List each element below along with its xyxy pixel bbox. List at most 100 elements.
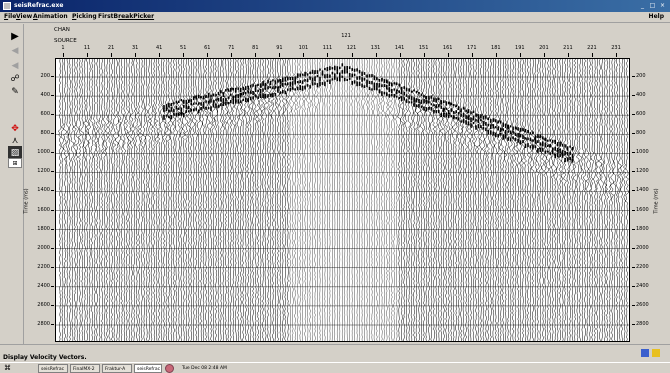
- chan-tick-label: 41: [155, 45, 163, 51]
- chan-tick-mark: [471, 53, 473, 57]
- time-tick-mark-right: [632, 190, 635, 192]
- time-tick-label-right: 200: [636, 73, 646, 79]
- chan-tick-mark: [519, 53, 521, 57]
- close-button[interactable]: ×: [659, 2, 666, 9]
- time-tick-label-right: 1000: [636, 149, 649, 156]
- step-back-icon[interactable]: ◀: [11, 46, 19, 56]
- chan-tick-mark: [423, 53, 425, 57]
- taskbar: ⌘ seisRefrac FinalMX-2 Fraktur-A seisRef…: [0, 362, 670, 373]
- chan-tick-mark: [135, 53, 137, 57]
- variable-density-icon[interactable]: ▨: [8, 146, 22, 160]
- time-tick-mark-right: [632, 95, 635, 97]
- source-value: 121: [341, 33, 351, 39]
- time-tick-mark-right: [632, 324, 635, 325]
- menu-view[interactable]: View: [16, 13, 33, 20]
- time-tick-mark-left: [51, 152, 54, 154]
- chan-tick-label: 201: [539, 45, 549, 51]
- menu-help[interactable]: Help: [648, 13, 664, 20]
- trace-edit-icon[interactable]: ✎: [11, 87, 19, 97]
- chan-tick-mark: [495, 53, 497, 57]
- pick-line-icon[interactable]: ⋏: [11, 136, 19, 146]
- time-tick-label-left: 2000: [37, 244, 50, 251]
- chan-tick-mark: [375, 53, 377, 57]
- time-tick-label-right: 2400: [636, 282, 649, 289]
- time-tick-label-right: 1400: [636, 187, 649, 194]
- task-seisrefrac-1[interactable]: seisRefrac: [38, 364, 68, 373]
- star-icon[interactable]: [652, 349, 660, 357]
- time-tick-mark-left: [51, 209, 54, 211]
- chan-tick-label: 61: [204, 45, 211, 51]
- status-bar: Display Velocity Vectors.: [0, 344, 670, 362]
- menu-picking[interactable]: Picking: [72, 13, 97, 20]
- play-forward-icon[interactable]: ▶: [11, 30, 19, 42]
- chan-tick-label: 141: [394, 45, 405, 51]
- task-finalmx[interactable]: FinalMX-2: [70, 364, 100, 373]
- task-fraktur[interactable]: Fraktur-A: [102, 364, 132, 373]
- time-tick-label-left: 2600: [37, 301, 50, 308]
- time-tick-mark-left: [51, 133, 54, 135]
- source-label: SOURCE: [54, 38, 77, 44]
- globe-icon[interactable]: [165, 364, 174, 373]
- maximize-button[interactable]: □: [649, 2, 656, 9]
- trace-select-icon[interactable]: ☍: [10, 74, 20, 84]
- time-tick-label-right: 400: [636, 92, 646, 99]
- time-tick-mark-right: [632, 114, 635, 116]
- menu-animation[interactable]: Animation: [33, 13, 68, 20]
- chan-tick-mark: [591, 53, 593, 57]
- zoom-box-icon[interactable]: ⊞: [8, 158, 22, 168]
- time-tick-label-right: 1600: [636, 206, 649, 213]
- chan-tick-label: 81: [252, 45, 259, 51]
- network-icon[interactable]: [641, 349, 649, 357]
- time-tick-mark-left: [51, 304, 54, 306]
- time-tick-mark-right: [632, 209, 635, 211]
- time-tick-label-left: 600: [40, 111, 50, 118]
- time-tick-label-right: 1200: [636, 168, 649, 175]
- seismic-traces: [56, 59, 629, 341]
- time-tick-mark-right: [632, 304, 635, 306]
- menu-file[interactable]: File: [4, 13, 17, 20]
- time-axis-title-right: Time (ms): [653, 188, 660, 214]
- time-tick-label-left: 2800: [37, 321, 50, 327]
- blank-icon[interactable]: [8, 101, 22, 115]
- time-tick-mark-right: [632, 171, 635, 173]
- step-back-2-icon[interactable]: ◀: [11, 61, 19, 71]
- time-tick-mark-right: [632, 247, 635, 249]
- chan-tick-mark: [616, 53, 617, 57]
- chan-tick-mark: [255, 53, 257, 57]
- chan-tick-label: 21: [107, 45, 115, 51]
- clock: Tue Dec 08 2:48 AM: [182, 366, 227, 371]
- task-seisrefrac-2[interactable]: seisRefrac: [134, 364, 162, 373]
- time-tick-label-left: 1000: [37, 149, 50, 156]
- time-tick-label-right: 800: [636, 130, 646, 137]
- menubar: File View Animation Picking FirstBreakPi…: [0, 12, 670, 23]
- chan-tick-label: 11: [83, 45, 91, 51]
- seismic-trace-panel[interactable]: [55, 58, 630, 342]
- time-tick-mark-right: [632, 133, 635, 135]
- chan-tick-label: 151: [418, 45, 429, 51]
- chan-tick-mark: [231, 53, 233, 57]
- chan-tick-mark: [303, 53, 305, 57]
- chan-tick-label: 211: [563, 45, 573, 51]
- chan-tick-mark: [447, 53, 449, 57]
- chan-tick-mark: [327, 53, 329, 57]
- time-tick-label-right: 600: [636, 111, 646, 118]
- time-tick-label-right: 1800: [636, 225, 649, 232]
- trace-header: CHAN SOURCE 121 1 11 21 31 41 51 61 71 81 91 101 11…: [24, 24, 670, 58]
- chan-tick-label: 51: [180, 45, 187, 51]
- status-message: Display Velocity Vectors.: [3, 354, 87, 361]
- chan-tick-mark: [543, 53, 545, 57]
- time-tick-label-left: 1200: [37, 168, 50, 175]
- time-tick-label-right: 2000: [636, 244, 649, 251]
- menu-firstbreakpicker[interactable]: FirstBreakPicker: [98, 13, 155, 20]
- time-axis-title-left: Time (ms): [23, 188, 30, 214]
- chan-tick-label: 191: [515, 45, 525, 51]
- move-cross-icon[interactable]: ✥: [11, 124, 19, 134]
- minimize-button[interactable]: _: [641, 2, 644, 9]
- time-tick-mark-right: [632, 152, 635, 154]
- window-controls: _ □ ×: [638, 1, 667, 10]
- chan-tick-mark: [279, 53, 281, 57]
- time-tick-label-left: 1400: [37, 187, 50, 194]
- start-menu-icon[interactable]: ⌘: [4, 364, 11, 372]
- time-tick-label-left: 2400: [37, 282, 50, 289]
- chan-tick-label: 91: [276, 45, 283, 51]
